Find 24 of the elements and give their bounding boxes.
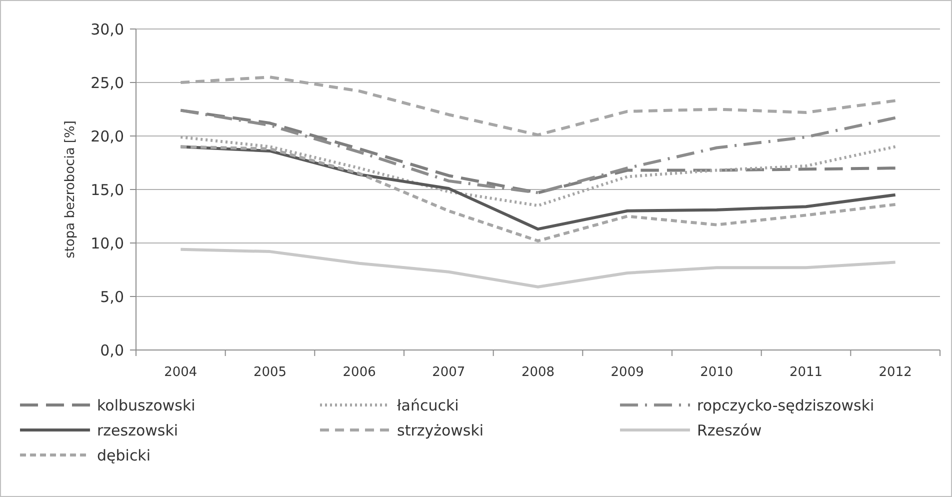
y-tick-label: 10,0 [90,234,124,252]
legend-label: ropczycko-sędziszowski [697,396,874,414]
x-tick-label: 2007 [432,365,466,380]
y-tick-label: 0,0 [100,341,124,360]
y-tick-label: 5,0 [100,288,124,306]
y-tick-label: 25,0 [90,74,124,92]
x-tick-label: 2010 [700,365,734,380]
legend-label: łańcucki [397,396,459,414]
legend-label: strzyżowski [397,421,484,440]
x-tick-label: 2008 [521,365,555,380]
x-tick-label: 2012 [878,365,912,380]
y-tick-label: 15,0 [90,180,124,199]
x-tick-label: 2004 [164,365,198,380]
legend-label: Rzeszów [697,421,762,440]
legend-label: kolbuszowski [97,396,196,414]
y-tick-label: 30,0 [90,20,124,38]
x-tick-label: 2006 [342,365,376,380]
x-tick-label: 2011 [789,365,823,380]
x-tick-label: 2009 [610,365,644,380]
legend-label: dębicki [97,446,151,464]
x-tick-label: 2005 [253,365,287,380]
y-tick-label: 20,0 [90,127,124,146]
legend-label: rzeszowski [97,421,178,440]
y-axis-title: stopa bezrobocia [%] [63,120,78,258]
